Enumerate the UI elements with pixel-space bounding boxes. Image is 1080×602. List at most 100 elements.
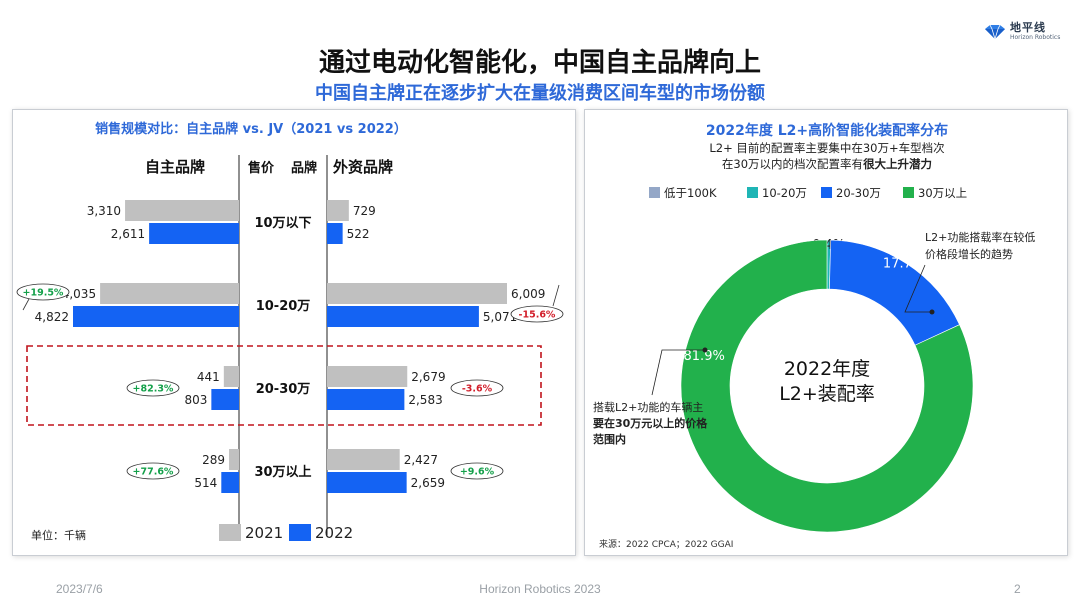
bar-domestic-2022 <box>221 472 239 493</box>
legend-label-2021: 2021 <box>245 524 283 542</box>
donut-note-line1: L2+ 目前的配置率主要集中在30万+车型档次 <box>709 141 945 155</box>
page-subtitle: 中国自主牌正在逐步扩大在量级消费区间车型的市场份额 <box>315 83 765 104</box>
growth-badge-text: +77.6% <box>133 467 174 478</box>
l2-adoption-panel: 2022年度 L2+高阶智能化装配率分布 L2+ 目前的配置率主要集中在30万+… <box>584 109 1068 556</box>
growth-badge: -3.6% <box>450 379 504 397</box>
donut-slice <box>680 239 974 533</box>
l2-adoption-chart: 2022年度 L2+高阶智能化装配率分布 L2+ 目前的配置率主要集中在30万+… <box>593 122 1035 550</box>
footer-company: Horizon Robotics 2023 <box>479 582 601 596</box>
donut-legend-swatch <box>747 187 758 198</box>
bar-foreign-2022 <box>327 306 479 327</box>
donut-center-line1: 2022年度 <box>784 358 870 380</box>
donut-note-line2-b: 很大上升潜力 <box>862 157 932 171</box>
growth-badge-oval <box>16 283 70 301</box>
donut-legend-label: 30万以上 <box>918 186 967 200</box>
growth-badge-text: +19.5% <box>23 288 64 299</box>
bar-label-domestic-2021: 441 <box>197 370 220 384</box>
growth-badge-text: -15.6% <box>519 310 556 321</box>
callout-left-line2: 要在30万元以上的价格 <box>593 416 708 430</box>
donut-value-label: 81.9% <box>684 349 725 364</box>
donut-center-line2: L2+装配率 <box>779 383 875 405</box>
growth-badge: +9.6% <box>450 462 504 480</box>
source-note: 来源：2022 CPCA；2022 GGAI <box>599 539 733 550</box>
callout-right-line2: 价格段增长的趋势 <box>925 247 1013 261</box>
horizon-logo-icon <box>985 24 1005 40</box>
bar-label-foreign-2021: 2,679 <box>411 370 445 384</box>
growth-arrow <box>22 298 30 311</box>
sales-comparison-chart: 销售规模对比：自主品牌 vs. JV（2021 vs 2022） 自主品牌 售价… <box>16 121 564 542</box>
bar-foreign-2021 <box>327 366 408 387</box>
bar-label-domestic-2021: 289 <box>202 453 225 467</box>
donut-value-label: 17.7% <box>883 256 924 271</box>
callout-left-line3: 范围内 <box>593 432 626 446</box>
bar-label-foreign-2021: 6,009 <box>511 287 545 301</box>
bar-label-domestic-2022: 2,611 <box>111 227 145 241</box>
bar-label-foreign-2022: 2,583 <box>408 393 442 407</box>
col-header-foreign: 外资品牌 <box>332 158 393 176</box>
bar-foreign-2022 <box>327 472 407 493</box>
bar-domestic-2021 <box>223 366 239 387</box>
bar-domestic-2021 <box>100 283 239 304</box>
legend-swatch-2021 <box>219 524 241 541</box>
donut-legend: 低于100K 10-20万 20-30万 30万以上 <box>649 186 967 200</box>
sales-comparison-panel: 销售规模对比：自主品牌 vs. JV（2021 vs 2022） 自主品牌 售价… <box>12 109 576 556</box>
growth-badge: +19.5% <box>16 283 70 301</box>
bar-domestic-2022 <box>73 306 239 327</box>
callout-left-leader <box>651 349 705 396</box>
legend-label-2022: 2022 <box>315 524 353 542</box>
growth-badge-oval <box>510 305 564 323</box>
growth-badge-text: +82.3% <box>133 384 174 395</box>
page-number: 2 <box>1014 582 1021 596</box>
donut-chart-title: 2022年度 L2+高阶智能化装配率分布 <box>706 122 948 139</box>
unit-label: 单位：千辆 <box>31 528 86 542</box>
bar-domestic-2022 <box>149 223 239 244</box>
donut-note-line2: 在30万以内的档次配置率有很大上升潜力 <box>722 157 932 171</box>
category-label: 30万以上 <box>254 465 311 480</box>
bar-label-domestic-2022: 803 <box>184 393 207 407</box>
bar-label-foreign-2022: 5,071 <box>483 310 517 324</box>
footer-date: 2023/7/6 <box>56 582 103 596</box>
bar-label-foreign-2022: 2,659 <box>411 476 445 490</box>
bar-foreign-2021 <box>327 283 507 304</box>
growth-badge-oval <box>450 379 504 397</box>
col-header-domestic: 自主品牌 <box>145 158 205 176</box>
bar-label-domestic-2022: 514 <box>194 476 217 490</box>
callout-right-line1: L2+功能搭载率在较低 <box>925 230 1035 244</box>
donut-legend-swatch <box>649 187 660 198</box>
growth-arrow <box>552 284 560 307</box>
callout-right-dot <box>929 309 935 315</box>
bar-label-foreign-2021: 729 <box>353 204 376 218</box>
category-label: 10万以下 <box>254 216 311 231</box>
bar-foreign-2021 <box>327 449 400 470</box>
growth-badge-oval <box>450 462 504 480</box>
logo: 地平线 Horizon Robotics <box>984 22 1060 41</box>
bar-domestic-2022 <box>211 389 239 410</box>
category-label: 10-20万 <box>256 299 311 314</box>
callout-left-dot <box>702 347 708 353</box>
growth-badge-oval <box>126 379 180 397</box>
legend-swatch-2022 <box>289 524 311 541</box>
logo-brand-cn: 地平线 <box>1010 21 1046 34</box>
logo-brand-en: Horizon Robotics <box>1010 34 1061 41</box>
growth-badge-text: -3.6% <box>462 384 493 395</box>
bar-chart-title: 销售规模对比：自主品牌 vs. JV（2021 vs 2022） <box>95 121 407 137</box>
donut-legend-swatch <box>903 187 914 198</box>
callout-right-leader <box>904 264 932 313</box>
donut-legend-label: 10-20万 <box>762 186 807 200</box>
col-header-brand: 品牌 <box>291 160 317 176</box>
col-header-price: 售价 <box>248 160 275 176</box>
donut-note-line2-a: 在30万以内的档次配置率有 <box>722 157 863 171</box>
bar-domestic-2021 <box>229 449 239 470</box>
bar-label-foreign-2021: 2,427 <box>404 453 438 467</box>
donut-legend-swatch <box>821 187 832 198</box>
growth-badge: +82.3% <box>126 379 180 397</box>
highlight-box <box>26 345 542 426</box>
donut-legend-label: 低于100K <box>664 186 717 200</box>
bar-foreign-2022 <box>327 223 343 244</box>
donut-legend-label: 20-30万 <box>836 186 881 200</box>
callout-left-line1: 搭载L2+功能的车辆主 <box>593 400 703 414</box>
growth-badge: +77.6% <box>126 462 180 480</box>
bar-label-foreign-2022: 522 <box>347 227 370 241</box>
bar-label-domestic-2021: 3,310 <box>87 204 121 218</box>
category-label: 20-30万 <box>256 382 311 397</box>
